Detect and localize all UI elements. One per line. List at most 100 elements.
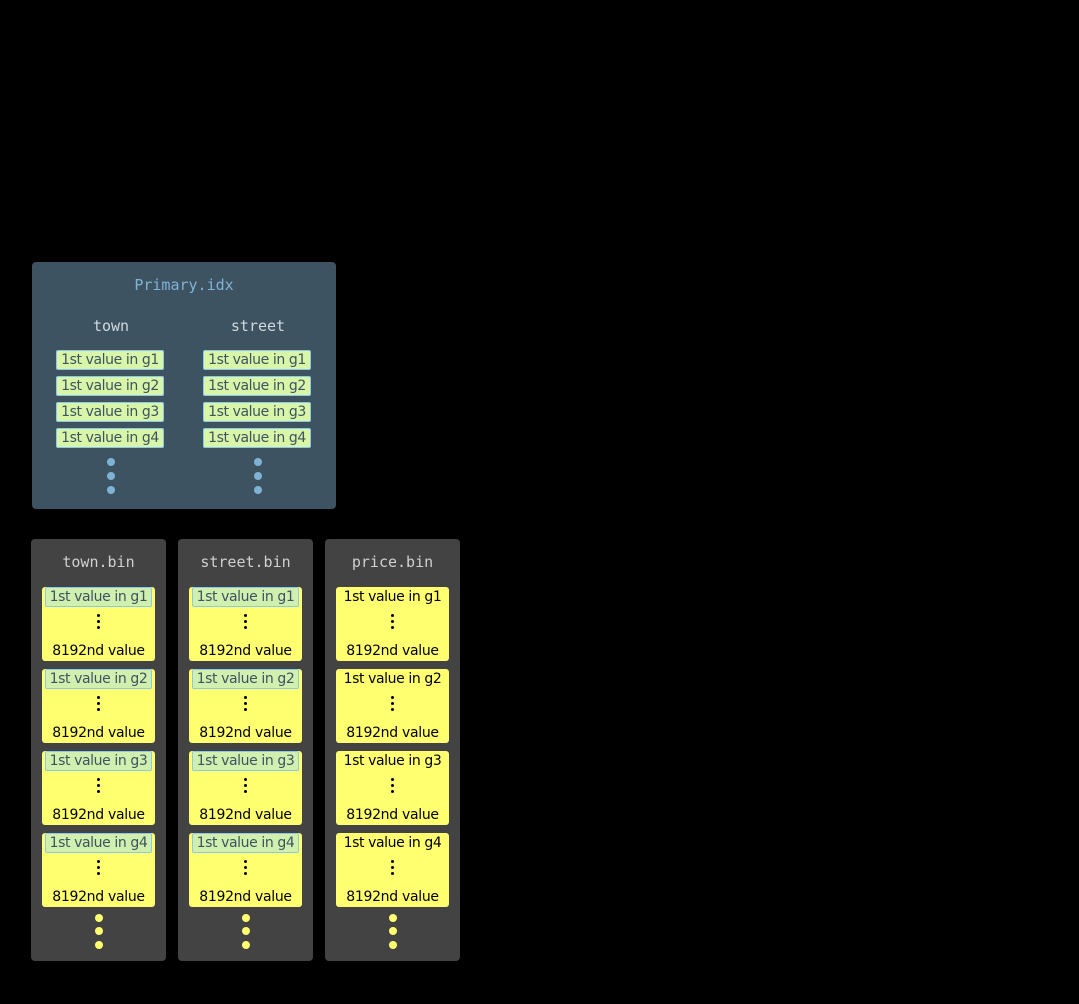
granule-first-value: 1st value in g4	[45, 833, 152, 853]
ellipsis-dot	[391, 784, 394, 787]
granule-last-value: 8192nd value	[199, 643, 292, 659]
granule-last-value: 8192nd value	[199, 807, 292, 823]
index-entry: 1st value in g3	[203, 402, 311, 422]
index-column-header: town	[92, 317, 130, 335]
granule-last-value: 8192nd value	[199, 889, 292, 905]
ellipsis-dot	[97, 708, 100, 711]
index-entry: 1st value in g1	[203, 350, 311, 370]
ellipsis-dot	[391, 860, 394, 863]
column-bin-file: street.bin 1st value in g1 8192nd value 1st…	[178, 539, 313, 961]
ellipsis-dot	[391, 696, 394, 699]
granule-last-value: 8192nd value	[346, 725, 439, 741]
granule-first-value: 1st value in g2	[45, 669, 152, 689]
ellipsis-dot	[244, 626, 247, 629]
granule-block: 1st value in g1 8192nd value	[189, 587, 302, 661]
granule-first-value: 1st value in g2	[343, 671, 442, 687]
column-bin-file: town.bin 1st value in g1 8192nd value 1st v…	[31, 539, 166, 961]
ellipsis-dot	[95, 941, 103, 949]
ellipsis-dot	[244, 784, 247, 787]
ellipsis-dot	[391, 866, 394, 869]
granule-block: 1st value in g1 8192nd value	[42, 587, 155, 661]
ellipsis-dot	[95, 914, 103, 922]
primary-index-title: Primary.idx	[134, 276, 234, 294]
ellipsis-dot	[244, 866, 247, 869]
granule-block: 1st value in g4 8192nd value	[189, 833, 302, 907]
ellipsis-dot	[244, 708, 247, 711]
ellipsis-dot	[244, 860, 247, 863]
granule-block: 1st value in g2 8192nd value	[189, 669, 302, 743]
ellipsis-dot	[97, 790, 100, 793]
ellipsis-dot	[244, 790, 247, 793]
granule-first-value: 1st value in g2	[192, 669, 299, 689]
column-bin-file: price.bin 1st value in g1 8192nd value 1st …	[325, 539, 460, 961]
granule-first-value: 1st value in g4	[343, 835, 442, 851]
ellipsis-dot	[244, 778, 247, 781]
bin-file-title: street.bin	[200, 553, 291, 571]
index-entry: 1st value in g1	[56, 350, 164, 370]
granule-last-value: 8192nd value	[199, 725, 292, 741]
granule-first-value: 1st value in g4	[192, 833, 299, 853]
granule-last-value: 8192nd value	[346, 643, 439, 659]
ellipsis-dot	[95, 927, 103, 935]
granule-last-value: 8192nd value	[52, 643, 145, 659]
granule-first-value: 1st value in g3	[343, 753, 442, 769]
granule-last-value: 8192nd value	[52, 807, 145, 823]
index-entry: 1st value in g2	[203, 376, 311, 396]
ellipsis-dot	[244, 696, 247, 699]
ellipsis-dot	[244, 614, 247, 617]
index-entry: 1st value in g3	[56, 402, 164, 422]
ellipsis-dot	[389, 914, 397, 922]
granule-first-value: 1st value in g3	[192, 751, 299, 771]
index-entry: 1st value in g4	[203, 428, 311, 448]
ellipsis-dot	[107, 472, 115, 480]
ellipsis-dot	[242, 927, 250, 935]
ellipsis-dot	[391, 872, 394, 875]
granule-first-value: 1st value in g1	[192, 587, 299, 607]
ellipsis-dot	[97, 860, 100, 863]
granule-first-value: 1st value in g3	[45, 751, 152, 771]
index-entry: 1st value in g2	[56, 376, 164, 396]
granule-block: 1st value in g4 8192nd value	[42, 833, 155, 907]
ellipsis-dot	[254, 472, 262, 480]
granule-block: 1st value in g3 8192nd value	[336, 751, 449, 825]
bin-file-title: price.bin	[351, 553, 434, 571]
bin-file-title: town.bin	[62, 553, 135, 571]
ellipsis-dot	[391, 626, 394, 629]
granule-block: 1st value in g1 8192nd value	[336, 587, 449, 661]
granule-block: 1st value in g2 8192nd value	[336, 669, 449, 743]
ellipsis-dot	[107, 458, 115, 466]
ellipsis-dot	[254, 486, 262, 494]
primary-index-file: Primary.idx town 1st value in g1 1st value…	[32, 262, 336, 509]
ellipsis-dot	[244, 872, 247, 875]
ellipsis-dot	[391, 614, 394, 617]
ellipsis-dot	[242, 941, 250, 949]
granule-last-value: 8192nd value	[52, 725, 145, 741]
ellipsis-dot	[391, 708, 394, 711]
ellipsis-dot	[107, 486, 115, 494]
granule-block: 1st value in g3 8192nd value	[42, 751, 155, 825]
ellipsis-dot	[244, 702, 247, 705]
granule-first-value: 1st value in g1	[343, 589, 442, 605]
ellipsis-dot	[97, 620, 100, 623]
granule-last-value: 8192nd value	[346, 889, 439, 905]
ellipsis-dot	[97, 696, 100, 699]
granule-block: 1st value in g4 8192nd value	[336, 833, 449, 907]
ellipsis-dot	[97, 702, 100, 705]
ellipsis-dot	[97, 626, 100, 629]
ellipsis-dot	[254, 458, 262, 466]
ellipsis-dot	[389, 927, 397, 935]
ellipsis-dot	[97, 866, 100, 869]
ellipsis-dot	[389, 941, 397, 949]
ellipsis-dot	[391, 778, 394, 781]
ellipsis-dot	[242, 914, 250, 922]
granule-block: 1st value in g2 8192nd value	[42, 669, 155, 743]
ellipsis-dot	[244, 620, 247, 623]
ellipsis-dot	[391, 702, 394, 705]
index-column-header: street	[230, 317, 286, 335]
ellipsis-dot	[97, 784, 100, 787]
ellipsis-dot	[391, 790, 394, 793]
ellipsis-dot	[97, 614, 100, 617]
ellipsis-dot	[97, 778, 100, 781]
granule-first-value: 1st value in g1	[45, 587, 152, 607]
ellipsis-dot	[97, 872, 100, 875]
